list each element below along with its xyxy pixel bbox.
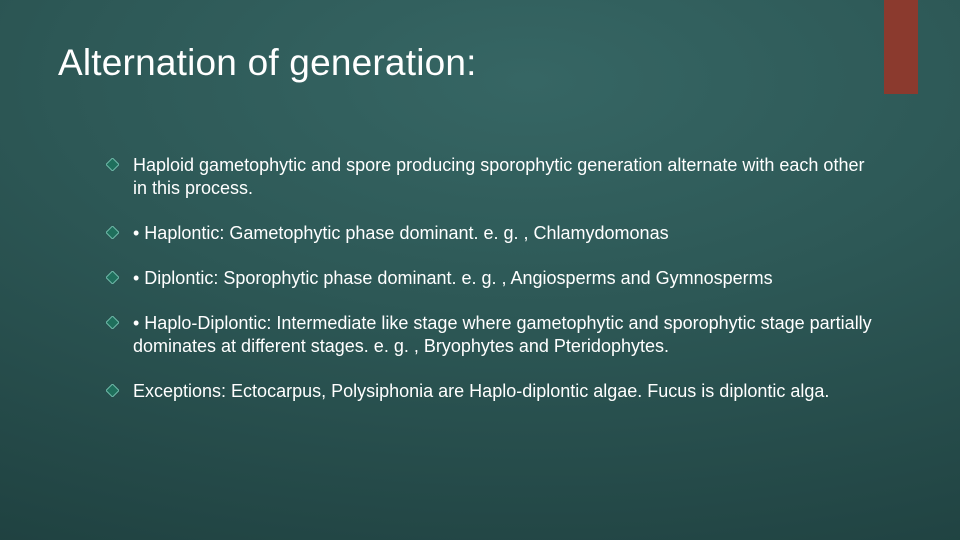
bullet-list: Haploid gametophytic and spore producing… (58, 154, 890, 403)
diamond-bullet-icon (106, 271, 119, 284)
bullet-text: Haploid gametophytic and spore producing… (133, 154, 883, 200)
list-item: • Diplontic: Sporophytic phase dominant.… (106, 267, 890, 290)
diamond-bullet-icon (106, 158, 119, 171)
slide-title: Alternation of generation: (58, 42, 890, 84)
slide-container: Alternation of generation: Haploid gamet… (0, 0, 960, 403)
diamond-bullet-icon (106, 226, 119, 239)
bullet-text: • Haplo-Diplontic: Intermediate like sta… (133, 312, 883, 358)
bullet-text: • Diplontic: Sporophytic phase dominant.… (133, 267, 773, 290)
list-item: Haploid gametophytic and spore producing… (106, 154, 890, 200)
list-item: • Haplo-Diplontic: Intermediate like sta… (106, 312, 890, 358)
accent-bar (884, 0, 918, 94)
diamond-bullet-icon (106, 316, 119, 329)
list-item: • Haplontic: Gametophytic phase dominant… (106, 222, 890, 245)
diamond-bullet-icon (106, 384, 119, 397)
bullet-text: Exceptions: Ectocarpus, Polysiphonia are… (133, 380, 829, 403)
bullet-text: • Haplontic: Gametophytic phase dominant… (133, 222, 669, 245)
list-item: Exceptions: Ectocarpus, Polysiphonia are… (106, 380, 890, 403)
